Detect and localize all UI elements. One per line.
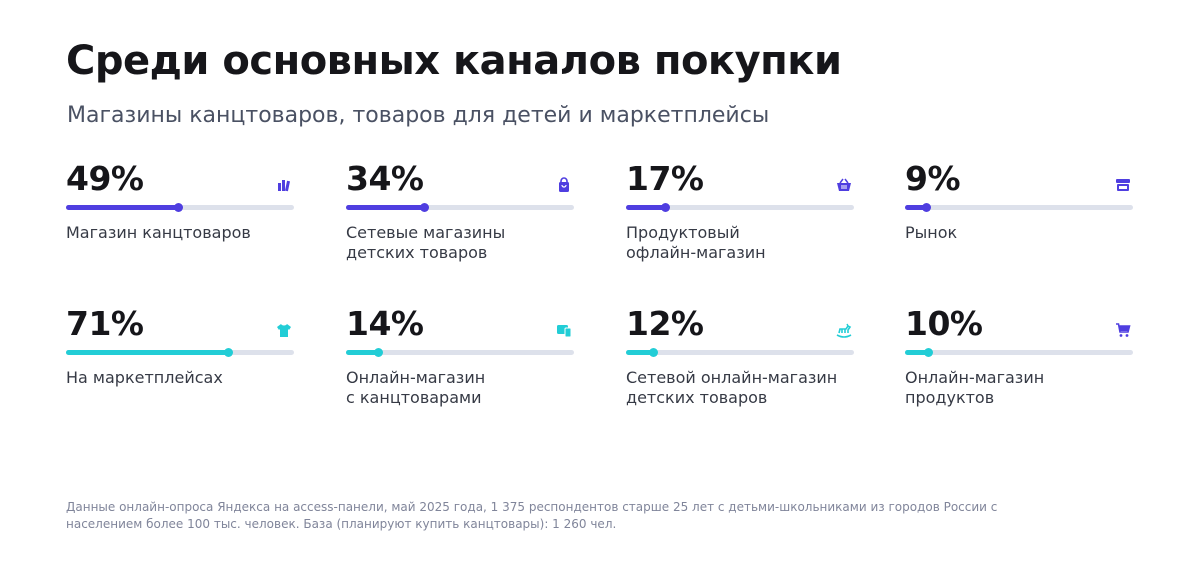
progress-dot (649, 348, 659, 357)
progress-fill (346, 205, 424, 210)
channel-card: 34% Сетевые магазины детских товаров (346, 157, 574, 287)
progress-track (66, 203, 294, 212)
progress-dot (921, 203, 931, 212)
percent-value: 34% (346, 159, 424, 198)
channel-card: 71% На маркетплейсах (66, 302, 294, 432)
progress-fill (905, 205, 926, 210)
percent-value: 17% (626, 159, 704, 198)
channel-label: На маркетплейсах (66, 368, 223, 387)
progress-dot (223, 348, 233, 357)
rocking-horse-icon (836, 322, 852, 338)
progress-fill (905, 350, 928, 355)
progress-track (66, 348, 294, 357)
progress-track (626, 203, 854, 212)
progress-track (346, 203, 574, 212)
progress-fill (346, 350, 378, 355)
progress-dot (923, 348, 933, 357)
books-icon (276, 177, 292, 193)
cart-icon (1115, 322, 1131, 338)
progress-dot (173, 203, 183, 212)
progress-track (905, 203, 1133, 212)
channel-card: 9% Рынок (905, 157, 1133, 287)
page-subtitle: Магазины канцтоваров, товаров для детей … (67, 103, 770, 128)
progress-dot (660, 203, 670, 212)
percent-value: 49% (66, 159, 144, 198)
basket-icon (836, 177, 852, 193)
progress-fill (66, 350, 228, 355)
channel-label: Сетевой онлайн-магазин детских товаров (626, 368, 838, 407)
progress-track (626, 348, 854, 357)
channel-label: Онлайн-магазин продуктов (905, 368, 1045, 407)
percent-value: 12% (626, 304, 704, 343)
page-title: Среди основных каналов покупки (66, 38, 842, 84)
progress-dot (373, 348, 383, 357)
channel-card: 17% Продуктовый офлайн-магазин (626, 157, 854, 287)
channel-label: Магазин канцтоваров (66, 223, 251, 242)
channel-card: 10% Онлайн-магазин продуктов (905, 302, 1133, 432)
progress-fill (626, 350, 654, 355)
channel-label: Сетевые магазины детских товаров (346, 223, 506, 262)
progress-track (346, 348, 574, 357)
tshirt-icon (276, 322, 292, 338)
progress-fill (66, 205, 178, 210)
percent-value: 10% (905, 304, 983, 343)
channel-card: 12% Сетевой онлайн-магазин детских товар… (626, 302, 854, 432)
percent-value: 71% (66, 304, 144, 343)
devices-icon (556, 322, 572, 338)
percent-value: 14% (346, 304, 424, 343)
shopping-bag-icon (556, 177, 572, 193)
channels-grid: 49% Магазин канцтоваров 34% Сетевые мага… (66, 157, 1136, 457)
channel-card: 49% Магазин канцтоваров (66, 157, 294, 287)
survey-footnote: Данные онлайн-опроса Яндекса на access-п… (66, 500, 998, 531)
channel-label: Продуктовый офлайн-магазин (626, 223, 766, 262)
percent-value: 9% (905, 159, 961, 198)
market-stall-icon (1115, 177, 1131, 193)
progress-track (905, 348, 1133, 357)
channel-card: 14% Онлайн-магазин с канцтоварами (346, 302, 574, 432)
progress-dot (419, 203, 429, 212)
channel-label: Рынок (905, 223, 958, 242)
progress-fill (626, 205, 665, 210)
channel-label: Онлайн-магазин с канцтоварами (346, 368, 486, 407)
